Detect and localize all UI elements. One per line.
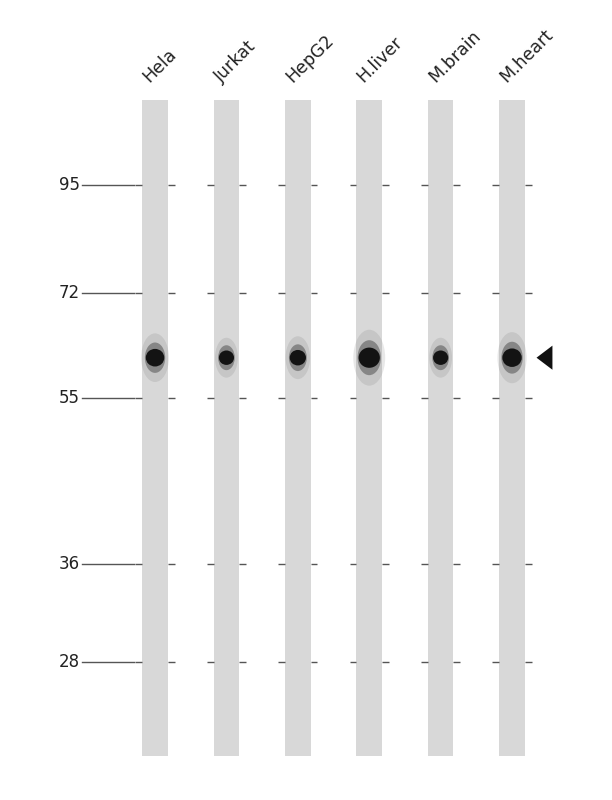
Ellipse shape (359, 347, 380, 368)
Text: H.liver: H.liver (354, 33, 406, 86)
Ellipse shape (141, 334, 169, 382)
Text: M.brain: M.brain (425, 26, 484, 86)
Text: M.heart: M.heart (496, 26, 556, 86)
Bar (142, 100, 168, 756)
Ellipse shape (498, 332, 526, 383)
Text: 36: 36 (58, 554, 80, 573)
Ellipse shape (353, 330, 385, 386)
Bar (499, 100, 525, 756)
Bar (214, 100, 239, 756)
Ellipse shape (145, 342, 165, 373)
Ellipse shape (286, 336, 310, 379)
Ellipse shape (502, 349, 522, 367)
Ellipse shape (219, 350, 234, 365)
Text: 55: 55 (59, 389, 80, 407)
Polygon shape (537, 346, 553, 370)
Ellipse shape (433, 350, 448, 365)
Ellipse shape (501, 342, 523, 374)
Bar (285, 100, 311, 756)
Text: Jurkat: Jurkat (211, 37, 259, 86)
Text: Hela: Hela (140, 45, 180, 86)
Text: HepG2: HepG2 (282, 30, 337, 86)
Ellipse shape (289, 350, 306, 366)
Text: 72: 72 (58, 284, 80, 302)
Text: 95: 95 (59, 176, 80, 194)
Ellipse shape (429, 338, 452, 378)
Ellipse shape (432, 346, 449, 370)
Ellipse shape (215, 338, 238, 378)
Bar (113, 100, 554, 756)
Bar (356, 100, 382, 756)
Ellipse shape (218, 346, 235, 370)
Bar (428, 100, 453, 756)
Ellipse shape (289, 344, 307, 371)
Ellipse shape (146, 349, 164, 366)
Ellipse shape (357, 340, 381, 375)
Text: 28: 28 (58, 653, 80, 671)
